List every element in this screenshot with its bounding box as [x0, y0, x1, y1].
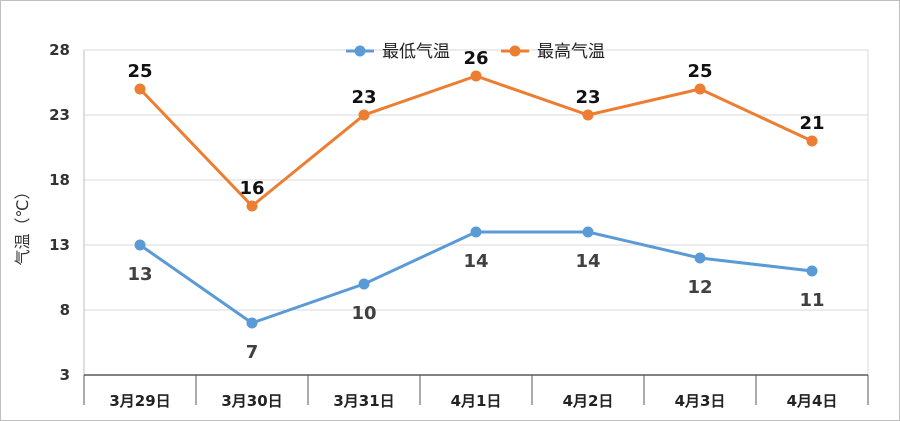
x-tick-label: 3月31日	[333, 392, 394, 410]
data-point	[134, 83, 146, 95]
data-point	[582, 109, 594, 121]
x-tick-labels: 3月29日 3月30日 3月31日 4月1日 4月2日 4月3日 4月4日	[109, 392, 837, 410]
data-label: 16	[239, 178, 264, 199]
data-point	[358, 278, 370, 290]
x-tick-label: 4月3日	[675, 392, 726, 410]
legend-swatch-marker	[509, 45, 521, 57]
data-label: 10	[351, 303, 376, 324]
data-point	[806, 135, 818, 147]
data-point	[806, 265, 818, 277]
data-point	[694, 252, 706, 264]
legend-item: 最低气温	[346, 42, 450, 62]
x-tick-label: 3月29日	[109, 392, 170, 410]
x-tick-label: 3月30日	[221, 392, 282, 410]
data-label: 23	[351, 87, 376, 108]
data-label: 7	[246, 342, 259, 363]
data-label: 13	[127, 264, 152, 285]
y-tick-label: 23	[49, 106, 70, 124]
y-tick-label: 13	[49, 236, 70, 254]
data-point	[134, 239, 146, 251]
data-label: 25	[687, 61, 712, 82]
legend-label: 最低气温	[382, 42, 450, 62]
data-point	[246, 200, 258, 212]
data-point	[358, 109, 370, 121]
data-label: 26	[463, 48, 488, 69]
data-label: 21	[799, 113, 824, 134]
legend-swatch-marker	[354, 45, 366, 57]
y-tick-label: 28	[49, 41, 70, 59]
data-point	[246, 317, 258, 329]
legend-label: 最高气温	[537, 42, 605, 62]
series-layer: 13 7 10 14 14 12 11 25 16 23 26 23 25 21	[127, 48, 824, 363]
series-high: 25 16 23 26 23 25 21	[127, 48, 825, 212]
data-label: 12	[687, 277, 712, 298]
gridlines	[84, 49, 868, 311]
data-label: 11	[799, 290, 824, 311]
y-tick-label: 8	[60, 301, 70, 319]
y-tick-label: 3	[60, 366, 70, 384]
legend: 最低气温 最高气温	[346, 42, 605, 62]
data-label: 14	[463, 251, 488, 272]
data-label: 25	[127, 61, 152, 82]
x-tick-label: 4月2日	[563, 392, 614, 410]
data-label: 14	[575, 251, 600, 272]
data-point	[470, 70, 482, 82]
legend-item: 最高气温	[501, 42, 605, 62]
axes	[83, 50, 869, 405]
y-tick-labels: 3 8 13 18 23 28	[49, 41, 70, 384]
data-point	[470, 226, 482, 238]
data-label: 23	[575, 87, 600, 108]
series-low: 13 7 10 14 14 12 11	[127, 226, 825, 363]
data-point	[582, 226, 594, 238]
y-tick-label: 18	[49, 171, 70, 189]
y-axis-title: 气温（℃）	[13, 184, 32, 266]
x-tick-label: 4月1日	[451, 392, 502, 410]
data-point	[694, 83, 706, 95]
x-tick-label: 4月4日	[787, 392, 838, 410]
